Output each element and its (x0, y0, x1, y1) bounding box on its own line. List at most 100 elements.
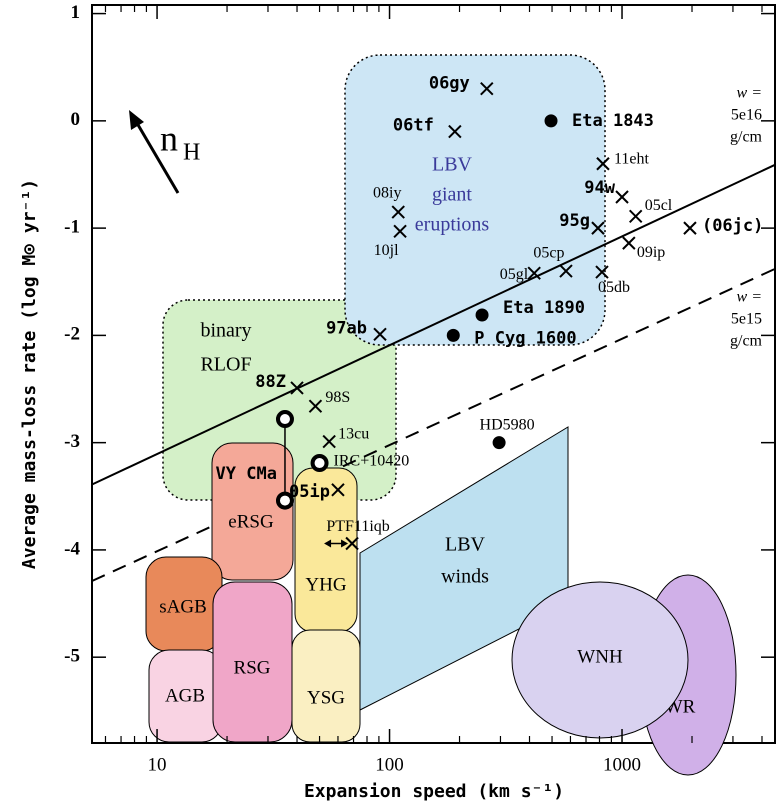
point-label: 05cp (533, 245, 564, 262)
region (344, 54, 606, 346)
x-tick-label: 100 (375, 754, 404, 775)
cross-marker (331, 483, 345, 497)
point-label: 05gl (500, 266, 529, 283)
regions: binary RLOF LBV giant eruptions w = 5e16 g/cm w … (91, 4, 776, 776)
cross-stroke (345, 536, 359, 551)
cross-stroke (290, 381, 304, 395)
point-label: 08iy (373, 185, 401, 202)
cross-stroke (596, 157, 610, 171)
region-label: LBV (432, 154, 473, 176)
model-line (91, 163, 776, 486)
point-label: 06tf (393, 116, 434, 136)
y-tick-label: -3 (64, 431, 80, 452)
region-label: giant (432, 184, 472, 206)
cross-marker (393, 224, 407, 239)
point-label: 10jl (374, 242, 399, 259)
cross-marker (391, 205, 405, 219)
region-label: RSG (234, 657, 271, 678)
x-tick-label: 10 (148, 754, 167, 775)
region-label: eruptions (415, 214, 490, 236)
line-label: g/cm (730, 129, 763, 146)
cross-stroke (448, 124, 462, 139)
point-label: HD5980 (480, 416, 535, 433)
y-tick-label: -2 (64, 324, 80, 345)
point-label: P Cyg 1600 (474, 328, 576, 348)
cross-stroke (322, 434, 336, 449)
point-label: Eta 1890 (503, 298, 585, 318)
cross-stroke (480, 81, 494, 96)
cross-marker (448, 124, 462, 139)
region-label: sAGB (159, 596, 207, 617)
y-tick-label: 0 (71, 109, 81, 130)
line-label: 5e16 (731, 107, 762, 124)
cross-marker (622, 236, 636, 250)
cross-marker (559, 264, 573, 278)
dot-marker (446, 328, 460, 342)
region-label: winds (441, 566, 489, 588)
annotation: n (160, 118, 178, 158)
cross-marker (527, 266, 541, 280)
cross-marker (322, 434, 336, 449)
cross-stroke (391, 205, 405, 219)
line-label: w = (737, 289, 762, 306)
point-label: 09ip (637, 244, 665, 261)
region-label: AGB (165, 685, 205, 706)
cross-marker (628, 209, 643, 224)
cross-stroke (683, 221, 697, 235)
cross-stroke (622, 236, 636, 250)
point-label: PTF11iqb (326, 518, 389, 535)
region-label: eRSG (228, 511, 274, 532)
point-label: 88Z (255, 372, 286, 392)
cross-marker (683, 221, 697, 235)
y-tick-label: -5 (64, 646, 80, 667)
cross-stroke (559, 264, 573, 278)
cross-marker (308, 399, 323, 413)
dot-marker (492, 436, 506, 450)
arrow-head (129, 110, 144, 130)
annotation-sub: H (183, 140, 200, 166)
plot-frame (91, 4, 776, 744)
region (211, 442, 294, 581)
cross-marker (615, 190, 629, 204)
cross-marker (596, 157, 610, 171)
line-label: 5e15 (731, 311, 762, 328)
point-label: (06jc) (702, 216, 763, 236)
point-label: 13cu (338, 425, 369, 442)
point-label: 06gy (429, 74, 470, 94)
open-marker (310, 454, 329, 473)
cross-stroke (591, 221, 605, 235)
cross-stroke (595, 265, 609, 279)
x-axis-label: Expansion speed (km s⁻¹) (304, 781, 564, 802)
cross-marker (480, 81, 494, 96)
region-label: YHG (305, 574, 346, 595)
cross-stroke (615, 190, 629, 204)
arrow-head (324, 539, 332, 548)
arrow-head (341, 539, 349, 548)
cross-stroke (331, 483, 345, 497)
dot-marker (475, 308, 489, 322)
cross-stroke (628, 209, 643, 224)
point-label: 94w (584, 178, 615, 198)
point-label: 11eht (614, 150, 650, 167)
point-label: 05cl (645, 197, 673, 214)
cross-marker (290, 381, 304, 395)
cross-marker (373, 327, 387, 342)
y-tick-label: -4 (64, 538, 80, 559)
cross-marker (595, 265, 609, 279)
line-label: w = (737, 85, 762, 102)
cross-stroke (527, 266, 541, 280)
point-label: VY CMa (216, 464, 277, 484)
point-label: 97ab (326, 318, 367, 338)
region-label: YSG (307, 687, 345, 708)
x-tick-label: 1000 (603, 754, 641, 775)
density-arrow (132, 117, 180, 194)
point-label: Eta 1843 (572, 111, 654, 131)
model-line (91, 267, 776, 582)
y-tick-label: 1 (71, 2, 81, 23)
region-label: LBV (445, 534, 486, 556)
y-tick-label: -1 (64, 216, 80, 237)
line-label: g/cm (730, 333, 763, 350)
point-label: IRC+10420 (334, 453, 410, 470)
cross-marker (345, 536, 359, 551)
